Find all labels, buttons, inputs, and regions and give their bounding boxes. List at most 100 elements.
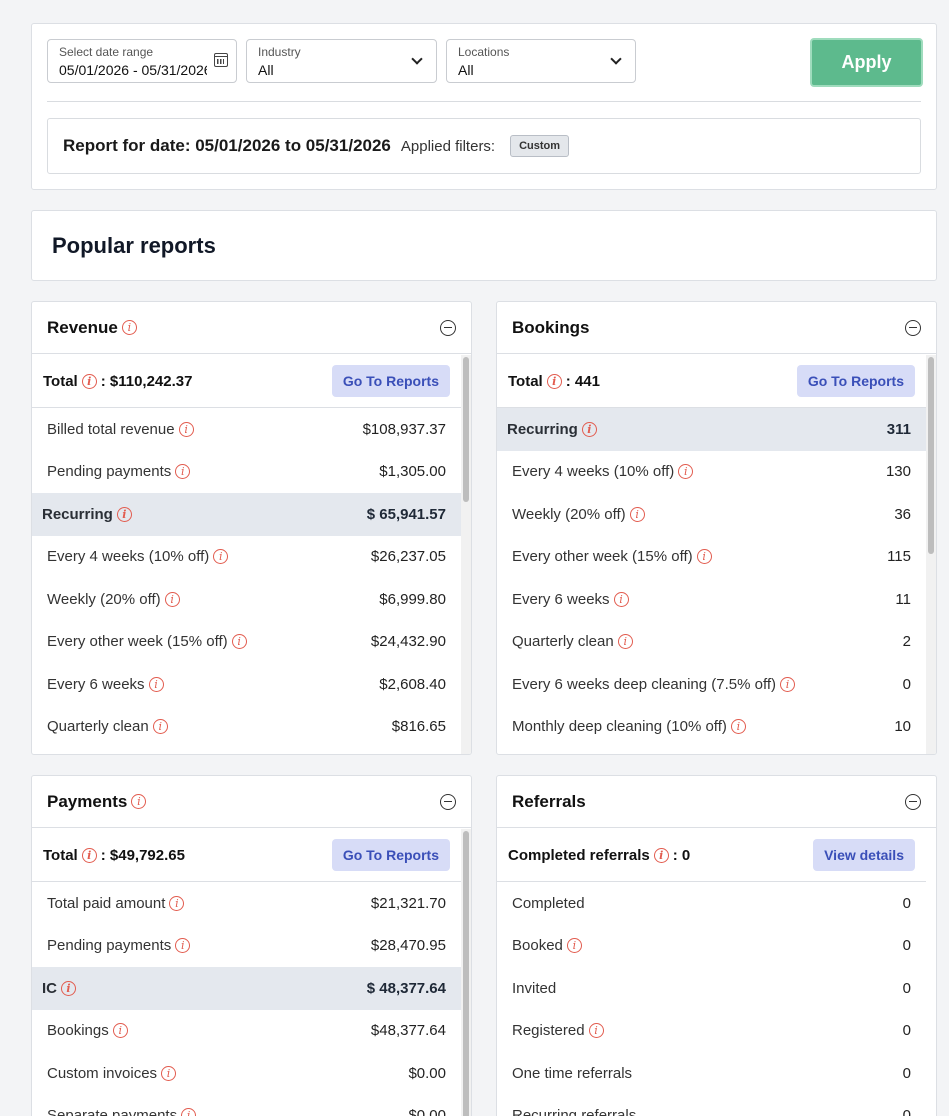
info-icon[interactable]: i bbox=[131, 794, 147, 809]
info-icon[interactable]: i bbox=[581, 421, 597, 437]
info-icon[interactable]: i bbox=[546, 373, 562, 389]
info-icon[interactable]: i bbox=[152, 719, 168, 735]
referrals-title: Referrals bbox=[512, 791, 586, 811]
row-label: One time referrals bbox=[512, 1064, 633, 1082]
apply-button[interactable]: Apply bbox=[810, 38, 923, 87]
revenue-header: Revenue i bbox=[32, 302, 471, 354]
info-icon[interactable]: i bbox=[116, 506, 132, 522]
list-item: Bookings i $48,377.64 bbox=[32, 1010, 461, 1053]
row-value: $1,305.00 bbox=[379, 463, 446, 481]
scrollbar[interactable] bbox=[461, 829, 471, 1116]
bookings-title: Bookings bbox=[512, 317, 590, 337]
info-icon[interactable]: i bbox=[148, 676, 164, 692]
report-summary: Report for date: 05/01/2026 to 05/31/202… bbox=[47, 118, 921, 174]
go-to-reports-button[interactable]: Go To Reports bbox=[331, 839, 450, 871]
row-label: Quarterly clean bbox=[47, 718, 149, 736]
collapse-icon[interactable] bbox=[440, 794, 456, 810]
list-item: One time referrals 0 bbox=[497, 1052, 926, 1095]
row-label: Every 4 weeks (10% off) bbox=[47, 548, 210, 566]
list-item: Total paid amount i $21,321.70 bbox=[32, 882, 461, 925]
scrollbar[interactable] bbox=[926, 355, 936, 754]
group-row: Recurring i 311 bbox=[497, 408, 926, 451]
total-value: : $49,792.65 bbox=[100, 846, 185, 864]
view-details-button[interactable]: View details bbox=[813, 839, 915, 871]
row-label: Registered bbox=[512, 1022, 585, 1040]
list-item: Completed 0 bbox=[497, 882, 926, 925]
row-label: Separate payments bbox=[47, 1107, 178, 1116]
list-item: Every 6 weeks i $2,608.40 bbox=[32, 663, 461, 706]
list-item: Custom invoices i $0.00 bbox=[32, 1052, 461, 1095]
group-row: IC i $ 48,377.64 bbox=[32, 967, 461, 1010]
info-icon[interactable]: i bbox=[617, 634, 633, 650]
industry-select[interactable]: Industry All bbox=[246, 39, 437, 83]
list-item: Booked i 0 bbox=[497, 925, 926, 968]
info-icon[interactable]: i bbox=[696, 549, 712, 565]
info-icon[interactable]: i bbox=[730, 719, 746, 735]
row-label: Every 6 weeks bbox=[512, 590, 610, 608]
calendar-icon[interactable] bbox=[214, 53, 228, 67]
total-value: : 441 bbox=[565, 372, 600, 390]
list-item: Pending payments i $1,305.00 bbox=[32, 451, 461, 494]
list-item: Every 4 weeks (10% off) i 130 bbox=[497, 451, 926, 494]
info-icon[interactable]: i bbox=[629, 506, 645, 522]
info-icon[interactable]: i bbox=[175, 464, 191, 480]
scrollbar-thumb[interactable] bbox=[928, 357, 934, 554]
info-icon[interactable]: i bbox=[178, 421, 194, 437]
go-to-reports-button[interactable]: Go To Reports bbox=[796, 365, 915, 397]
list-item: Every 6 weeks deep cleaning (7.5% off) i 0 bbox=[497, 663, 926, 706]
industry-value[interactable]: All bbox=[258, 62, 274, 78]
revenue-total-row: Total i: $110,242.37 Go To Reports bbox=[32, 355, 461, 408]
go-to-reports-button[interactable]: Go To Reports bbox=[331, 365, 450, 397]
info-icon[interactable]: i bbox=[231, 634, 247, 650]
row-value: $28,470.95 bbox=[370, 937, 446, 955]
collapse-icon[interactable] bbox=[905, 794, 921, 810]
total-label: Total bbox=[43, 372, 78, 390]
info-icon[interactable]: i bbox=[164, 591, 180, 607]
info-icon[interactable]: i bbox=[181, 1108, 197, 1116]
referrals-widget: Referrals Completed referrals i: 0 View det… bbox=[496, 775, 937, 1116]
info-icon[interactable]: i bbox=[613, 591, 629, 607]
locations-value[interactable]: All bbox=[458, 62, 474, 78]
list-item: Invited 0 bbox=[497, 967, 926, 1010]
info-icon[interactable]: i bbox=[175, 938, 191, 954]
info-icon[interactable]: i bbox=[678, 464, 694, 480]
info-icon[interactable]: i bbox=[566, 938, 582, 954]
date-range-field[interactable]: Select date range 05/01/2026 - 05/31/202… bbox=[47, 39, 237, 83]
date-range-value[interactable]: 05/01/2026 - 05/31/2026 bbox=[59, 62, 207, 78]
list-item: Recurring referrals 0 bbox=[497, 1095, 926, 1116]
payments-header: Payments i bbox=[32, 776, 471, 828]
chevron-down-icon[interactable] bbox=[411, 53, 423, 65]
row-label: Recurring referrals bbox=[512, 1107, 637, 1116]
info-icon[interactable]: i bbox=[588, 1023, 604, 1039]
info-icon[interactable]: i bbox=[61, 980, 76, 996]
collapse-icon[interactable] bbox=[440, 320, 456, 336]
info-icon[interactable]: i bbox=[112, 1023, 128, 1039]
info-icon[interactable]: i bbox=[169, 895, 185, 911]
list-item: Every 4 weeks (10% off) i $26,237.05 bbox=[32, 536, 461, 579]
row-label: Weekly (20% off) bbox=[47, 590, 161, 608]
scrollbar-thumb[interactable] bbox=[463, 831, 469, 1116]
date-range-label: Select date range bbox=[59, 45, 154, 59]
info-icon[interactable]: i bbox=[121, 320, 137, 335]
row-label: Recurring bbox=[42, 505, 113, 523]
list-item: Quarterly clean i $816.65 bbox=[32, 706, 461, 749]
info-icon[interactable]: i bbox=[161, 1065, 177, 1081]
total-label: Total bbox=[508, 372, 543, 390]
scrollbar-thumb[interactable] bbox=[463, 357, 469, 502]
scrollbar[interactable] bbox=[461, 355, 471, 754]
info-icon[interactable]: i bbox=[653, 847, 669, 863]
row-value: 10 bbox=[894, 718, 911, 736]
row-value: 0 bbox=[902, 937, 911, 955]
row-value: $2,608.40 bbox=[379, 675, 446, 693]
industry-label: Industry bbox=[258, 45, 301, 59]
chevron-down-icon[interactable] bbox=[610, 53, 622, 65]
locations-select[interactable]: Locations All bbox=[446, 39, 636, 83]
info-icon[interactable]: i bbox=[81, 373, 97, 389]
info-icon[interactable]: i bbox=[81, 847, 97, 863]
popular-reports-header: Popular reports bbox=[31, 210, 937, 281]
applied-filters-label: Applied filters: bbox=[400, 137, 496, 155]
locations-label: Locations bbox=[458, 45, 510, 59]
info-icon[interactable]: i bbox=[213, 549, 229, 565]
info-icon[interactable]: i bbox=[780, 676, 796, 692]
collapse-icon[interactable] bbox=[905, 320, 921, 336]
